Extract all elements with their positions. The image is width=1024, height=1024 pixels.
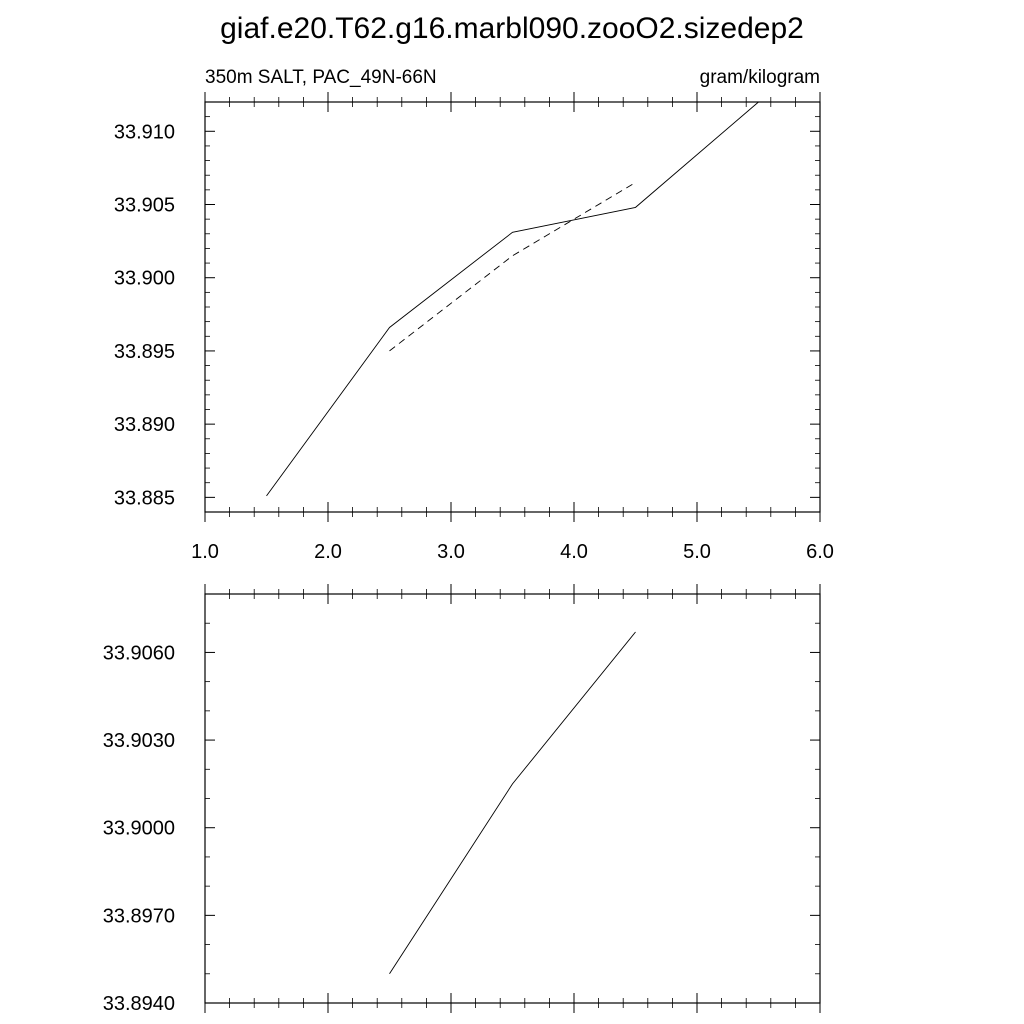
x-tick-label: 2.0 [314, 541, 342, 563]
top-right-units: gram/kilogram [700, 67, 820, 88]
x-tick-label: 4.0 [560, 541, 588, 563]
y-tick-label: 33.885 [114, 487, 175, 509]
bottom-panel: 33.8940 33.8970 33.9000 33.9030 33.9060 [103, 584, 821, 1015]
series-line-1 [389, 631, 636, 975]
y-tick-label: 33.9000 [103, 818, 175, 840]
y-tick-label: 33.9030 [103, 730, 175, 752]
y-tick-label: 33.910 [114, 121, 175, 143]
top-panel: 1.0 2.0 3.0 4.0 5.0 6.0 33.885 33.890 33.895 33.9… [114, 92, 834, 563]
series-line-1 [266, 101, 759, 497]
plot-frame [204, 101, 821, 513]
plot-frame [204, 593, 821, 1004]
y-tick-label: 33.905 [114, 195, 175, 217]
y-tick-label: 33.900 [114, 268, 175, 290]
x-tick-label: 6.0 [806, 541, 834, 563]
y-tick-label: 33.8940 [103, 993, 175, 1015]
series-line-2 [389, 182, 636, 352]
top-left-subtitle: 350m SALT, PAC_49N-66N [205, 67, 437, 88]
y-tick-label: 33.890 [114, 414, 175, 436]
y-tick-label: 33.8970 [103, 905, 175, 927]
y-tick-label: 33.895 [114, 341, 175, 363]
x-tick-label: 1.0 [191, 541, 219, 563]
y-tick-label: 33.9060 [103, 642, 175, 664]
x-tick-label: 5.0 [683, 541, 711, 563]
x-tick-label: 3.0 [437, 541, 465, 563]
chart-title: giaf.e20.T62.g16.marbl090.zooO2.sizedep2 [220, 12, 804, 45]
